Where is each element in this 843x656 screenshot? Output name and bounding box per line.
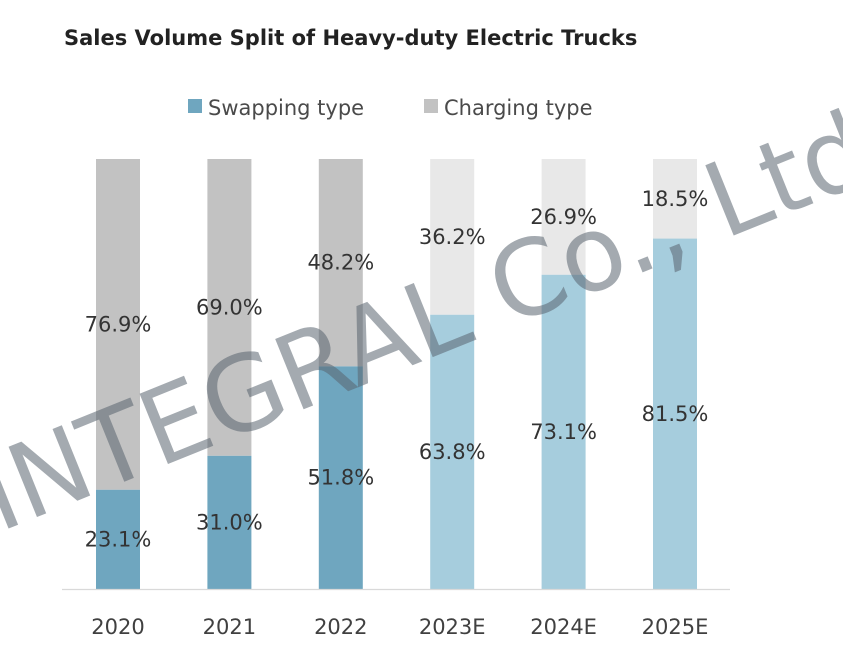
chart-title: Sales Volume Split of Heavy-duty Electri… [64, 26, 637, 50]
data-label-swapping-2020: 23.1% [85, 527, 152, 551]
legend-label-charging: Charging type [444, 96, 593, 120]
x-tick-2023E: 2023E [419, 615, 486, 639]
data-label-swapping-2024E: 73.1% [530, 420, 597, 444]
bar-swapping-2023E [430, 314, 475, 589]
bar-charging-2025E [653, 159, 697, 239]
bar-charging-2021 [207, 159, 252, 456]
x-tick-2020: 2020 [91, 615, 144, 639]
x-tick-2024E: 2024E [530, 615, 597, 639]
x-tick-2021: 2021 [203, 615, 256, 639]
bar-charging-2024E [541, 159, 586, 275]
x-tick-2025E: 2025E [642, 615, 709, 639]
data-label-charging-2023E: 36.2% [419, 225, 486, 249]
legend-swatch-swapping [188, 99, 202, 113]
bar-charging-2023E [430, 159, 475, 315]
bar-swapping-2020 [96, 489, 140, 589]
x-tick-2022: 2022 [314, 615, 367, 639]
bars-layer [96, 159, 697, 590]
data-label-swapping-2025E: 81.5% [642, 402, 709, 426]
chart-legend: Swapping type Charging type [188, 96, 593, 120]
data-label-swapping-2023E: 63.8% [419, 440, 486, 464]
bar-charging-2022 [318, 159, 363, 367]
bar-swapping-2024E [541, 274, 586, 589]
bar-swapping-2022 [318, 366, 363, 589]
bar-swapping-2021 [207, 455, 252, 589]
legend-swatch-charging [424, 99, 438, 113]
bar-swapping-2025E [653, 238, 697, 590]
data-label-swapping-2022: 51.8% [307, 466, 374, 490]
data-labels-layer: 23.1% 76.9% 31.0% 69.0% 51.8% 48.2% 63.8% 36.2%… [85, 187, 709, 552]
bar-charging-2020 [96, 159, 140, 490]
data-label-charging-2020: 76.9% [85, 312, 152, 336]
data-label-charging-2024E: 26.9% [530, 205, 597, 229]
data-label-charging-2021: 69.0% [196, 295, 263, 319]
x-tick-labels: 2020 2021 2022 2023E 2024E 2025E [91, 615, 708, 639]
data-label-charging-2025E: 18.5% [642, 187, 709, 211]
data-label-charging-2022: 48.2% [307, 251, 374, 275]
legend-label-swapping: Swapping type [208, 96, 364, 120]
data-label-swapping-2021: 31.0% [196, 510, 263, 534]
